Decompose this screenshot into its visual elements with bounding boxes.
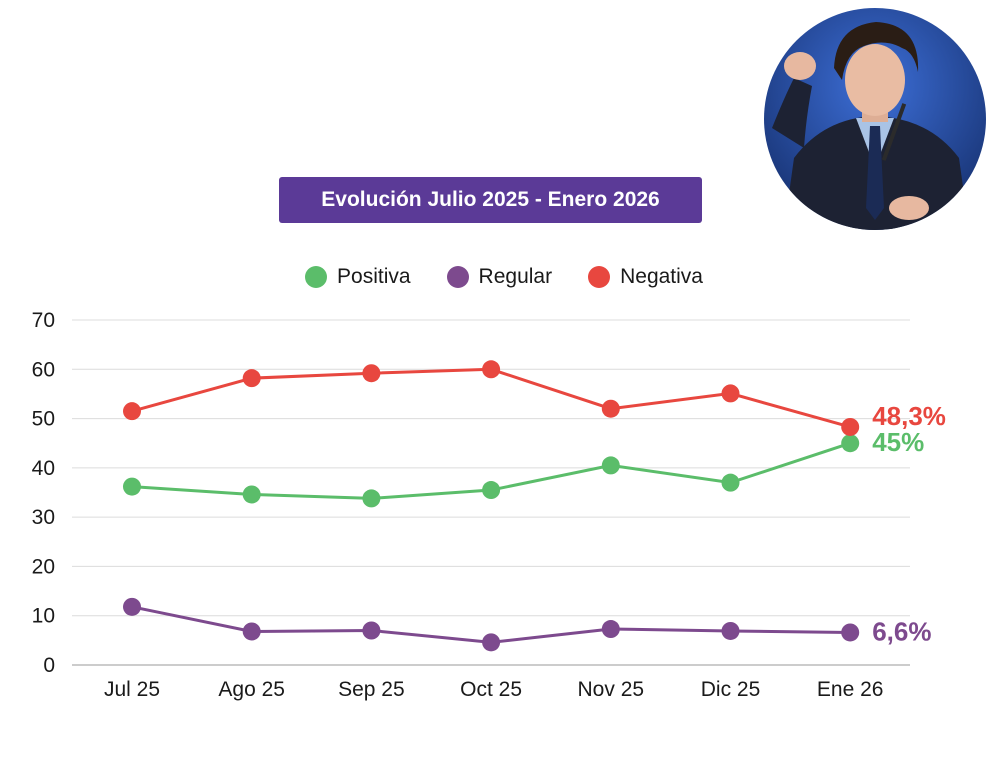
legend-item-positiva: Positiva xyxy=(305,265,411,289)
data-point-regular xyxy=(482,633,501,652)
legend-item-negativa: Negativa xyxy=(588,265,703,289)
legend-dot-negativa xyxy=(588,266,611,288)
data-point-negativa xyxy=(123,402,141,421)
legend-dot-positiva xyxy=(305,266,328,288)
x-tick-label: Jul 25 xyxy=(104,678,160,701)
person-photo xyxy=(764,8,986,230)
data-point-positiva xyxy=(123,477,141,496)
data-point-negativa xyxy=(482,360,501,379)
data-point-regular xyxy=(841,623,860,642)
end-label-positiva: 45% xyxy=(872,427,924,457)
y-tick-label: 70 xyxy=(32,309,55,332)
data-point-negativa xyxy=(721,384,740,403)
legend-label-positiva: Positiva xyxy=(337,265,411,288)
data-point-regular xyxy=(362,621,381,640)
data-point-positiva xyxy=(362,489,381,508)
data-point-negativa xyxy=(242,369,261,388)
data-point-regular xyxy=(123,597,141,616)
end-label-regular: 6,6% xyxy=(872,616,931,646)
end-label-negativa: 48,3% xyxy=(872,401,946,431)
legend: Positiva Regular Negativa xyxy=(0,262,1008,292)
data-point-negativa xyxy=(841,417,860,436)
data-point-positiva xyxy=(242,485,261,504)
x-tick-label: Oct 25 xyxy=(460,678,522,701)
data-point-positiva xyxy=(482,481,501,500)
y-tick-label: 10 xyxy=(32,605,55,628)
legend-label-regular: Regular xyxy=(478,265,553,288)
x-tick-label: Ago 25 xyxy=(218,678,285,701)
y-tick-label: 30 xyxy=(32,506,55,529)
x-tick-label: Ene 26 xyxy=(817,678,884,701)
data-point-negativa xyxy=(362,364,381,383)
chart-title: Evolución Julio 2025 - Enero 2026 xyxy=(279,177,702,223)
x-tick-label: Dic 25 xyxy=(701,678,761,701)
data-point-negativa xyxy=(601,399,620,418)
data-point-positiva xyxy=(721,473,740,492)
data-point-regular xyxy=(242,622,261,641)
legend-dot-regular xyxy=(446,266,469,288)
y-tick-label: 20 xyxy=(32,555,55,578)
data-point-regular xyxy=(601,620,620,639)
x-tick-label: Sep 25 xyxy=(338,678,405,701)
data-point-regular xyxy=(721,621,740,640)
y-tick-label: 60 xyxy=(32,358,55,381)
x-tick-label: Nov 25 xyxy=(578,678,645,701)
data-point-positiva xyxy=(601,456,620,475)
y-tick-label: 0 xyxy=(43,654,55,677)
y-tick-label: 50 xyxy=(32,408,55,431)
person-photo-icon xyxy=(764,8,986,230)
data-point-positiva xyxy=(841,434,860,453)
legend-item-regular: Regular xyxy=(446,265,553,289)
legend-label-negativa: Negativa xyxy=(620,265,703,288)
y-tick-label: 40 xyxy=(32,457,55,480)
